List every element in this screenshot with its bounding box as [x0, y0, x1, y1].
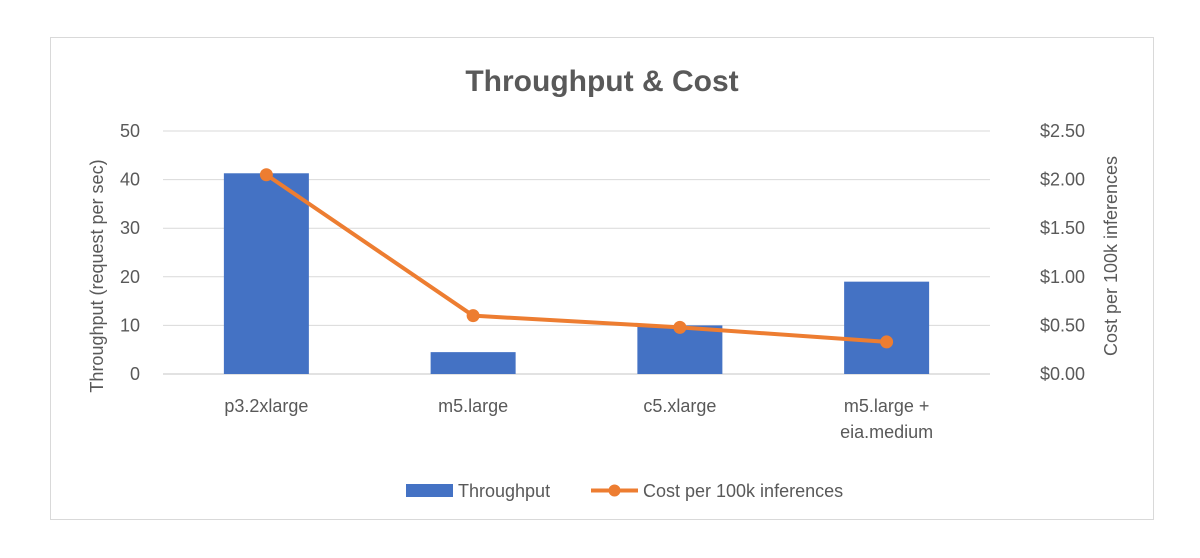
cost-point — [673, 320, 687, 334]
x-tick-label: m5.large — [438, 396, 508, 416]
throughput-bar — [430, 352, 516, 374]
legend-cost-label: Cost per 100k inferences — [643, 481, 843, 501]
left-tick-label: 10 — [120, 315, 140, 335]
x-tick-label: p3.2xlarge — [224, 396, 308, 416]
cost-point — [259, 168, 273, 182]
left-axis-ticks: 0 10 20 30 40 50 — [120, 121, 140, 384]
right-axis-title: Cost per 100k inferences — [1101, 156, 1121, 356]
right-axis-ticks: $0.00 $0.50 $1.00 $1.50 $2.00 $2.50 — [1040, 121, 1085, 384]
legend: Throughput Cost per 100k inferences — [406, 481, 843, 501]
cost-point — [880, 335, 894, 349]
left-tick-label: 20 — [120, 267, 140, 287]
x-tick-label: m5.large + eia.medium — [840, 396, 933, 442]
cost-line — [265, 173, 887, 344]
throughput-bars — [223, 173, 930, 374]
throughput-bar — [844, 281, 930, 374]
left-tick-label: 40 — [120, 170, 140, 190]
left-tick-label: 50 — [120, 121, 140, 141]
cost-point — [466, 309, 480, 323]
right-tick-label: $1.00 — [1040, 267, 1085, 287]
legend-throughput-swatch — [406, 484, 453, 497]
cost-line-series — [259, 168, 894, 349]
right-tick-label: $0.00 — [1040, 364, 1085, 384]
left-tick-label: 30 — [120, 218, 140, 238]
legend-throughput-label: Throughput — [458, 481, 550, 501]
left-axis-title: Throughput (request per sec) — [87, 159, 107, 392]
right-tick-label: $0.50 — [1040, 315, 1085, 335]
throughput-bar — [223, 173, 309, 374]
right-tick-label: $2.50 — [1040, 121, 1085, 141]
chart-title: Throughput & Cost — [465, 65, 738, 98]
left-tick-label: 0 — [130, 364, 140, 384]
right-tick-label: $1.50 — [1040, 218, 1085, 238]
legend-cost-marker — [608, 484, 621, 497]
right-tick-label: $2.00 — [1040, 170, 1085, 190]
x-tick-label: c5.xlarge — [643, 396, 716, 416]
x-axis-ticks: p3.2xlarge m5.large c5.xlarge m5.large + eia… — [224, 396, 933, 442]
